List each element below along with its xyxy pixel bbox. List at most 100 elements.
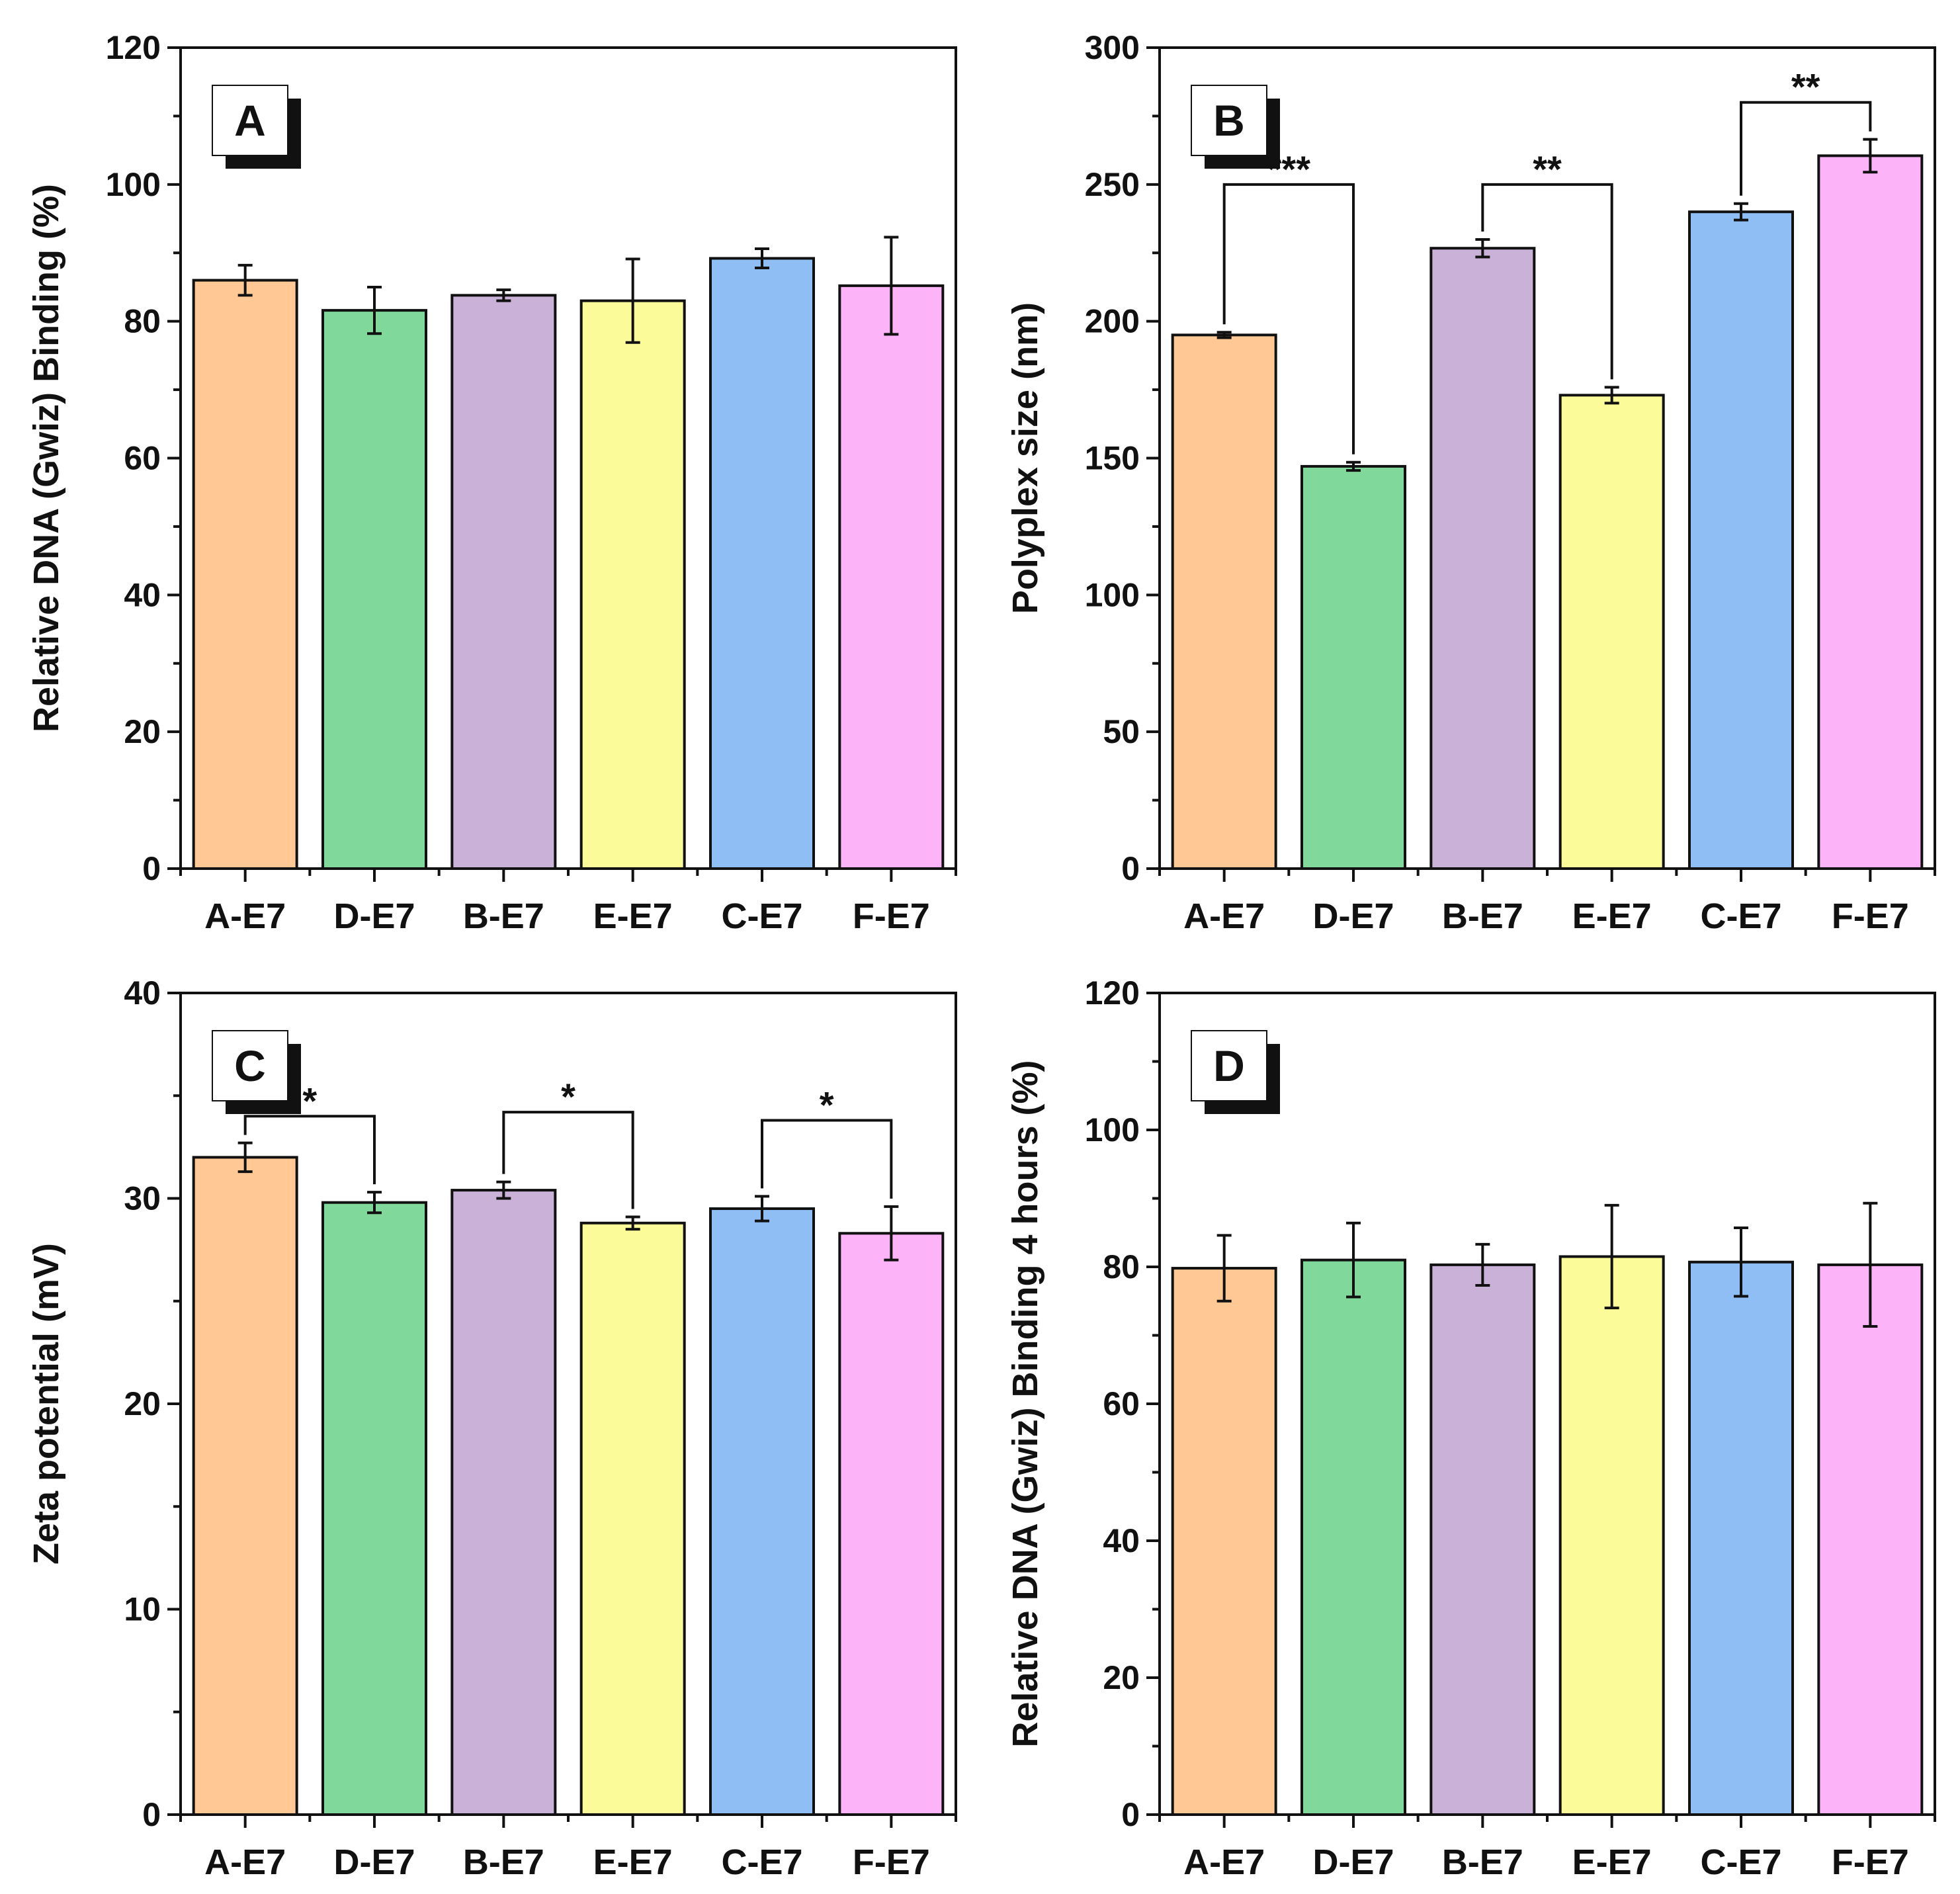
x-tick-label: E-E7 — [593, 1842, 673, 1882]
y-tick-label: 0 — [1121, 850, 1140, 887]
error-bar — [1604, 386, 1619, 405]
panel-label-box — [212, 85, 288, 156]
x-tick-label: A-E7 — [1183, 1842, 1265, 1882]
panel-label: D — [1213, 1041, 1245, 1090]
y-tick-label: 100 — [1085, 576, 1140, 613]
y-tick-label: 120 — [106, 29, 161, 66]
error-bar — [1734, 202, 1748, 222]
bar — [1171, 333, 1277, 871]
panel-label-box — [1191, 1030, 1267, 1101]
error-bar — [1216, 1234, 1232, 1303]
panel-label-box — [1191, 85, 1267, 156]
y-tick-label: 80 — [1103, 1248, 1140, 1285]
error-bar — [1734, 1227, 1748, 1298]
x-tick-label: E-E7 — [593, 896, 673, 936]
bar — [1429, 247, 1536, 870]
y-tick-label: 10 — [124, 1591, 161, 1628]
bar — [1300, 1258, 1406, 1816]
y-tick-label: 100 — [1085, 1111, 1140, 1148]
x-tick-label: C-E7 — [721, 1842, 802, 1882]
y-tick-label: 120 — [1085, 974, 1140, 1012]
bar — [450, 294, 557, 870]
significance-label: * — [820, 1084, 834, 1126]
bracket-line — [1481, 183, 1613, 380]
bracket-line — [1222, 183, 1355, 454]
x-tick-label: E-E7 — [1572, 1842, 1652, 1882]
y-tick-label: 200 — [1085, 303, 1140, 340]
x-tick-label: C-E7 — [1700, 896, 1781, 936]
y-axis-label: Relative DNA (Gwiz) Binding (%) — [26, 184, 66, 732]
significance-label: * — [302, 1080, 317, 1121]
x-tick-label: A-E7 — [204, 896, 286, 936]
x-tick-label: B-E7 — [1442, 896, 1523, 936]
bar — [1688, 1260, 1794, 1816]
bracket-line — [1740, 101, 1872, 196]
y-tick-label: 0 — [142, 1796, 161, 1833]
significance-bracket: ** — [1481, 148, 1613, 380]
x-tick-label: F-E7 — [853, 896, 930, 936]
y-tick-label: 60 — [1103, 1385, 1140, 1422]
panel-b: 0 50 100 150 200 250 300 A-E7 D-E7 B-E7 E-E7 C-E7 F-… — [1005, 29, 1936, 936]
significance-bracket: *** — [1222, 148, 1355, 454]
y-tick-label: 50 — [1103, 713, 1140, 750]
error-bar — [884, 1205, 899, 1262]
significance-bracket: * — [243, 1080, 376, 1185]
y-tick-label: 300 — [1085, 29, 1140, 66]
y-tick-label: 30 — [124, 1180, 161, 1217]
error-bar — [237, 1141, 253, 1174]
bar — [838, 284, 945, 870]
error-bar — [755, 247, 769, 270]
x-tick-label: D-E7 — [1312, 1842, 1394, 1882]
panel-a: 0 20 40 60 80 100 120 A-E7 D-E7 B-E7 E-E7 C-E7 F-E7 R… — [26, 29, 957, 936]
significance-label: * — [561, 1076, 575, 1117]
error-bar — [1863, 138, 1878, 174]
y-tick-label: 20 — [124, 713, 161, 750]
bar — [1558, 394, 1665, 870]
bar — [321, 1201, 427, 1816]
significance-bracket: * — [761, 1084, 893, 1199]
error-bar — [1346, 1221, 1361, 1299]
bar — [192, 1156, 298, 1816]
x-tick-label: D-E7 — [333, 896, 415, 936]
bracket-line — [761, 1119, 893, 1199]
x-tick-label: B-E7 — [463, 1842, 544, 1882]
y-axis-label: Zeta potential (mV) — [26, 1243, 66, 1565]
bar — [1817, 154, 1924, 871]
bar — [1817, 1263, 1924, 1816]
y-tick-label: 250 — [1085, 166, 1140, 203]
error-bar — [496, 288, 511, 302]
bar — [1688, 210, 1794, 870]
y-tick-label: 40 — [1103, 1522, 1140, 1559]
bar — [192, 279, 298, 871]
bar — [450, 1189, 557, 1816]
y-tick-label: 80 — [124, 303, 161, 340]
bracket-line — [502, 1111, 634, 1209]
error-bar — [1346, 460, 1361, 472]
bar — [1429, 1263, 1536, 1816]
error-bar — [496, 1180, 511, 1200]
panel-label: B — [1213, 96, 1245, 145]
significance-label: ** — [1791, 66, 1820, 108]
bracket-line — [243, 1115, 376, 1185]
error-bar — [367, 285, 382, 335]
y-tick-label: 20 — [1103, 1659, 1140, 1696]
error-bar — [1475, 1242, 1490, 1287]
panel-label: A — [234, 96, 266, 145]
x-tick-label: A-E7 — [204, 1842, 286, 1882]
bar — [579, 299, 686, 870]
significance-bracket: * — [502, 1076, 634, 1209]
significance-label: ** — [1533, 148, 1562, 190]
bar — [579, 1221, 686, 1816]
bar — [1171, 1267, 1277, 1816]
y-tick-label: 60 — [124, 440, 161, 477]
x-tick-label: F-E7 — [853, 1842, 930, 1882]
error-bar — [1475, 237, 1490, 259]
panel-label-box — [212, 1030, 288, 1101]
x-tick-label: D-E7 — [333, 1842, 415, 1882]
bar — [838, 1232, 945, 1817]
y-axis-label: Polyplex size (nm) — [1005, 302, 1045, 614]
bar — [1300, 464, 1406, 870]
y-tick-label: 40 — [124, 576, 161, 613]
